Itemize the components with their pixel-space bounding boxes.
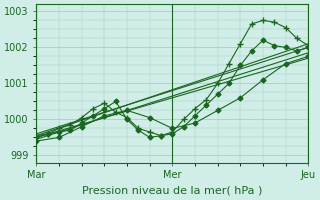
X-axis label: Pression niveau de la mer( hPa ): Pression niveau de la mer( hPa ): [82, 186, 262, 196]
